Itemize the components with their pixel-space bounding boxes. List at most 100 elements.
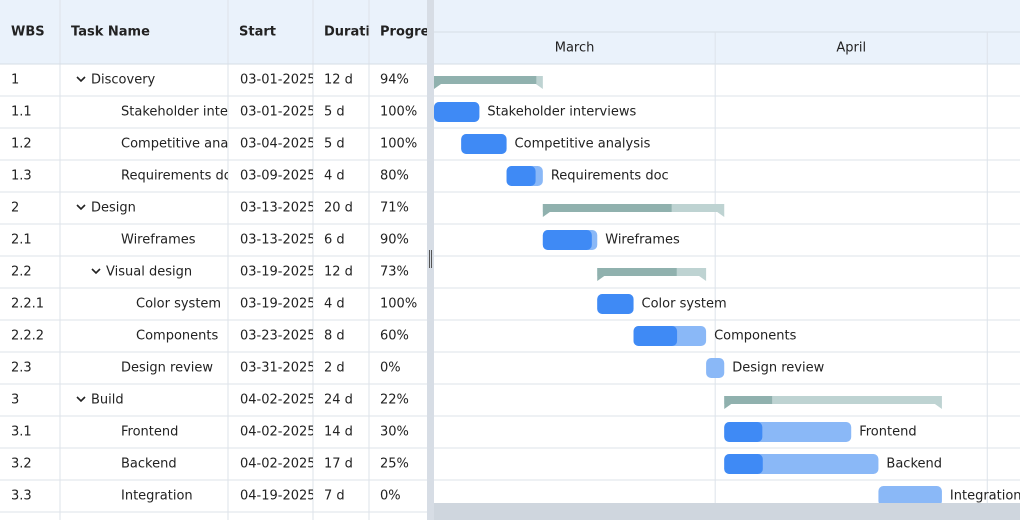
bar-label: Components bbox=[714, 329, 796, 344]
task-progress bbox=[724, 422, 763, 442]
splitter[interactable] bbox=[427, 0, 434, 520]
cell: 17 d bbox=[324, 457, 353, 472]
progress: 22% bbox=[380, 393, 409, 408]
cell: 60% bbox=[380, 329, 409, 344]
duration: 5 d bbox=[324, 137, 345, 152]
scrollbar[interactable] bbox=[434, 503, 1020, 520]
cell: 2.2.2 bbox=[11, 329, 44, 344]
cell: 94% bbox=[380, 73, 409, 88]
expand-toggle[interactable] bbox=[91, 268, 101, 275]
wbs: 1 bbox=[11, 73, 19, 88]
cell: 100% bbox=[380, 105, 417, 120]
cell: 03-31-2025 bbox=[240, 361, 313, 376]
cell: Competitive analysis bbox=[121, 137, 228, 152]
column-header-label: Duration bbox=[324, 25, 388, 40]
task-name: Frontend bbox=[121, 425, 178, 440]
summary-cap bbox=[724, 404, 732, 409]
task-progress bbox=[633, 326, 678, 346]
cell: 73% bbox=[380, 265, 409, 280]
task-bar[interactable] bbox=[706, 358, 725, 378]
cell: 04-02-2025 bbox=[240, 425, 313, 440]
start-date: 03-19-2025 bbox=[240, 297, 316, 312]
cell: 5 d bbox=[324, 105, 345, 120]
cell: 03-23-2025 bbox=[240, 329, 313, 344]
cell: 12 d bbox=[324, 265, 353, 280]
cell: 2.3 bbox=[11, 361, 32, 376]
cell: 03-09-2025 bbox=[240, 169, 313, 184]
bar-label: Frontend bbox=[859, 425, 916, 440]
duration: 20 d bbox=[324, 201, 353, 216]
duration: 24 d bbox=[324, 393, 353, 408]
cell: 22% bbox=[380, 393, 409, 408]
summary-cap bbox=[717, 212, 725, 217]
bar-label: Requirements doc bbox=[551, 169, 669, 184]
cell: Integration bbox=[121, 489, 193, 504]
cell: 14 d bbox=[324, 425, 353, 440]
wbs: 3.3 bbox=[11, 489, 32, 504]
cell: 1.3 bbox=[11, 169, 32, 184]
column-header[interactable]: Task Name bbox=[71, 25, 150, 40]
wbs: 3 bbox=[11, 393, 19, 408]
summary-progress bbox=[724, 396, 773, 404]
summary-cap bbox=[542, 212, 550, 217]
cell: Build bbox=[91, 393, 124, 408]
cell: 24 d bbox=[324, 393, 353, 408]
bar-label: Wireframes bbox=[605, 233, 680, 248]
cell: 1 bbox=[11, 73, 19, 88]
duration: 4 d bbox=[324, 169, 345, 184]
column-header[interactable]: Progress bbox=[380, 25, 445, 40]
progress: 0% bbox=[380, 361, 401, 376]
bar-label: Design review bbox=[732, 361, 824, 376]
cell: 3.1 bbox=[11, 425, 32, 440]
task-bar[interactable] bbox=[878, 486, 942, 506]
cell: Discovery bbox=[91, 73, 156, 88]
cell: 0% bbox=[380, 361, 401, 376]
wbs: 2.2.2 bbox=[11, 329, 44, 344]
start-date: 03-13-2025 bbox=[240, 201, 316, 216]
expand-toggle[interactable] bbox=[76, 396, 86, 403]
start-date: 03-19-2025 bbox=[240, 265, 316, 280]
cell: 03-01-2025 bbox=[240, 73, 313, 88]
column-header-label: Progress bbox=[380, 25, 445, 40]
bar-label: Integration bbox=[950, 489, 1020, 504]
progress: 25% bbox=[380, 457, 409, 472]
duration: 8 d bbox=[324, 329, 345, 344]
duration: 12 d bbox=[324, 265, 353, 280]
wbs: 1.2 bbox=[11, 137, 32, 152]
cell: Color system bbox=[136, 297, 221, 312]
column-header[interactable]: Duration bbox=[324, 25, 388, 40]
wbs: 2.3 bbox=[11, 361, 32, 376]
cell: 03-13-2025 bbox=[240, 201, 316, 216]
cell: 03-13-2025 bbox=[240, 233, 313, 248]
expand-toggle[interactable] bbox=[76, 76, 86, 83]
cell: 12 d bbox=[324, 73, 353, 88]
progress: 71% bbox=[380, 201, 409, 216]
task-progress bbox=[506, 166, 536, 186]
progress: 100% bbox=[380, 105, 417, 120]
task-name: Color system bbox=[136, 297, 221, 312]
cell: 4 d bbox=[324, 169, 345, 184]
wbs: 1.3 bbox=[11, 169, 32, 184]
task-name: Stakeholder interviews bbox=[121, 105, 270, 120]
timeline-bars: Stakeholder interviews Competitive analys… bbox=[434, 76, 1020, 506]
task-name: Requirements doc bbox=[121, 169, 239, 184]
cell: 8 d bbox=[324, 329, 345, 344]
task-name: Wireframes bbox=[121, 233, 196, 248]
month-label: March bbox=[555, 41, 595, 56]
expand-toggle[interactable] bbox=[76, 204, 86, 211]
column-header[interactable]: WBS bbox=[11, 25, 45, 40]
wbs: 2.1 bbox=[11, 233, 32, 248]
cell: 7 d bbox=[324, 489, 345, 504]
column-header[interactable]: Start bbox=[239, 25, 276, 40]
cell: 03-19-2025 bbox=[240, 297, 316, 312]
cell: 04-02-2025 bbox=[240, 457, 313, 472]
bar-label: Backend bbox=[886, 457, 942, 472]
cell: 3.3 bbox=[11, 489, 32, 504]
progress: 30% bbox=[380, 425, 409, 440]
summary-cap bbox=[699, 276, 707, 281]
progress: 0% bbox=[380, 489, 401, 504]
cell: 03-04-2025 bbox=[240, 137, 313, 152]
cell: 3.2 bbox=[11, 457, 32, 472]
summary-bar bbox=[724, 396, 942, 404]
